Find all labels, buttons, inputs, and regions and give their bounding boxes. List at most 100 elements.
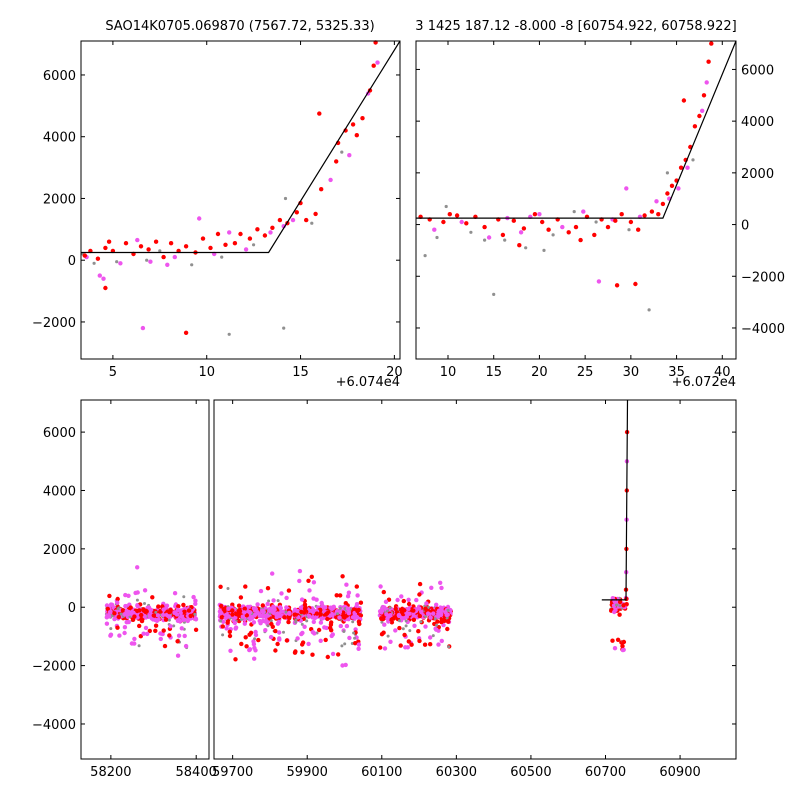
bottom-point-980 bbox=[236, 609, 241, 614]
bottom-model-line bbox=[601, 399, 629, 601]
top-left-point-red-38 bbox=[360, 116, 365, 121]
bottom-point-813 bbox=[242, 621, 247, 626]
top-left-xtick-label-10: 10 bbox=[198, 365, 215, 380]
bottom-point-2033 bbox=[428, 615, 433, 620]
bottom-point-886 bbox=[260, 603, 265, 608]
top-left-point-gray-11 bbox=[310, 221, 314, 225]
bottom-point-504 bbox=[141, 607, 146, 612]
bottom-point-1390 bbox=[329, 633, 334, 639]
bottom-point-1493 bbox=[325, 616, 330, 622]
top-left-point-magenta-7 bbox=[165, 262, 170, 267]
bottom-point-786 bbox=[236, 603, 242, 608]
bottom-point-1720 bbox=[439, 638, 444, 644]
bottom-point-432 bbox=[123, 592, 128, 598]
bottom-point-758 bbox=[253, 648, 258, 653]
bottom-point-1940 bbox=[409, 642, 414, 647]
bottom-point-460 bbox=[179, 614, 185, 619]
bottom-point-663 bbox=[286, 619, 291, 625]
bottom-point-25 bbox=[193, 598, 198, 603]
top-left-point-gray-8 bbox=[252, 243, 256, 247]
bottom-xtick-label-60700: 60700 bbox=[585, 765, 626, 780]
bottom-point-1344 bbox=[319, 616, 325, 621]
bottom-point-1572 bbox=[395, 597, 400, 603]
bottom-point-823 bbox=[264, 618, 269, 623]
bottom-point-2062 bbox=[417, 613, 422, 619]
bottom-point-408 bbox=[154, 610, 158, 614]
top-right-xtick-label-35: 35 bbox=[668, 365, 685, 380]
bottom-point-1507 bbox=[341, 610, 346, 615]
bottom-point-273 bbox=[182, 595, 186, 599]
bottom-point-1358 bbox=[354, 584, 359, 589]
bottom-point-467 bbox=[116, 614, 122, 620]
bottom-point-1380 bbox=[338, 593, 343, 598]
bottom-point-959 bbox=[268, 634, 274, 640]
bottom-point-1367 bbox=[358, 600, 364, 605]
top-right-point-magenta-6 bbox=[560, 224, 565, 230]
top-left-point-red-37 bbox=[354, 133, 359, 138]
top-right-point-red-24 bbox=[628, 219, 634, 225]
top-right-point-gray-12 bbox=[665, 171, 670, 175]
top-right-point-red-4 bbox=[454, 213, 460, 218]
top-left-point-gray-9 bbox=[282, 326, 286, 330]
top-left-point-red-9 bbox=[146, 247, 151, 252]
bottom-point-474 bbox=[168, 624, 173, 629]
bottom-xtick-label-59700: 59700 bbox=[212, 765, 253, 780]
bottom-point-411 bbox=[145, 631, 150, 637]
bottom-point-361 bbox=[183, 643, 189, 649]
top-left-panel: SAO14K0705.069870 (7567.72, 5325.33) 5 10… bbox=[32, 19, 403, 390]
bottom-point-2036 bbox=[406, 639, 411, 644]
top-right-point-red-25 bbox=[636, 227, 641, 232]
top-left-point-gray-5 bbox=[190, 263, 194, 267]
bottom-point-828 bbox=[226, 587, 230, 590]
bottom-point-2042 bbox=[382, 622, 387, 627]
top-left-point-red-14 bbox=[183, 244, 189, 249]
bottom-point-840 bbox=[221, 619, 226, 624]
bottom-point-495 bbox=[120, 608, 126, 613]
bottom-point-149 bbox=[147, 628, 152, 634]
top-right-xtick-label-40: 40 bbox=[714, 365, 731, 380]
bottom-point-1486 bbox=[300, 630, 305, 636]
bottom-point-1650 bbox=[386, 634, 390, 638]
top-right-point-gray-7 bbox=[551, 233, 555, 237]
bottom-point-1233 bbox=[334, 593, 339, 598]
bottom-point-246 bbox=[122, 625, 128, 630]
bottom-point-516 bbox=[186, 608, 192, 613]
bottom-point-1021 bbox=[269, 619, 273, 623]
top-right-point-red-19 bbox=[592, 232, 597, 238]
bottom-point-269 bbox=[176, 604, 181, 609]
top-right-xtick-label-15: 15 bbox=[485, 365, 502, 380]
bottom-point-978 bbox=[219, 615, 224, 620]
bottom-point-1813 bbox=[393, 628, 398, 633]
top-right-point-gray-0 bbox=[423, 254, 427, 258]
bottom-point-933 bbox=[219, 619, 223, 623]
bottom-point-473 bbox=[139, 612, 144, 618]
bottom-point-1569 bbox=[378, 645, 383, 650]
bottom-point-1982 bbox=[424, 601, 429, 606]
bottom-point-1246 bbox=[353, 641, 358, 646]
top-right-panel: 3 1425 187.12 -8.000 -8 [60754.922, 6075… bbox=[415, 19, 785, 390]
top-left-ytick-label-4000: 4000 bbox=[43, 131, 76, 146]
bottom-point-1535 bbox=[310, 608, 316, 613]
bottom-point-1222 bbox=[351, 620, 355, 624]
bottom-point-954 bbox=[284, 610, 288, 614]
bottom-ytick-label-0: 0 bbox=[68, 601, 76, 616]
top-left-point-gray-3 bbox=[145, 258, 149, 262]
bottom-point-699 bbox=[228, 648, 233, 653]
bottom-point-443 bbox=[175, 653, 181, 658]
bottom-point-787 bbox=[238, 595, 244, 600]
bottom-point-1264 bbox=[318, 620, 324, 625]
top-right-plot-area bbox=[415, 40, 737, 360]
bottom-point-789 bbox=[252, 656, 257, 661]
bottom-point-986 bbox=[230, 612, 235, 617]
top-right-xtick-label-20: 20 bbox=[531, 365, 548, 380]
bottom-point-991 bbox=[266, 624, 270, 628]
bottom-point-1553 bbox=[346, 611, 352, 616]
bottom-point-1450 bbox=[353, 636, 357, 640]
bottom-point-1350 bbox=[299, 597, 305, 602]
bottom-point-2079 bbox=[411, 608, 416, 613]
bottom-point-2099 bbox=[620, 643, 625, 649]
top-right-point-magenta-14 bbox=[685, 165, 690, 170]
top-left-point-magenta-16 bbox=[328, 177, 333, 183]
top-left-point-gray-1 bbox=[92, 261, 96, 265]
bottom-point-793 bbox=[233, 657, 238, 662]
